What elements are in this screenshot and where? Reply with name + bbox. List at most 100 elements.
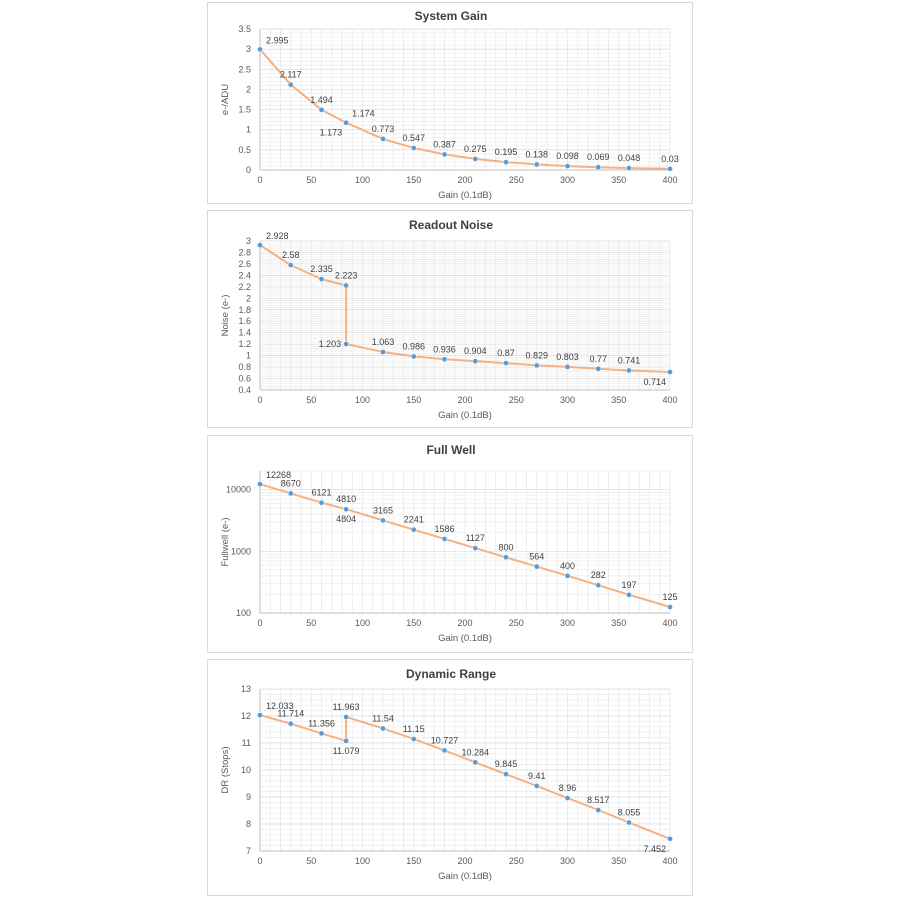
x-tick-label: 100 (355, 618, 370, 628)
y-tick-label: 1.8 (238, 305, 251, 315)
data-label: 800 (498, 542, 513, 552)
data-label: 0.03 (661, 154, 679, 164)
data-point (564, 364, 571, 370)
dynamic-range-title: Dynamic Range (406, 667, 496, 681)
y-tick-label: 11 (242, 738, 251, 748)
data-point (626, 367, 632, 374)
data-point (287, 262, 294, 268)
data-point (441, 151, 448, 158)
x-tick-label: 350 (611, 175, 626, 185)
chart-panel-dynamic-range: Dynamic Range 0 50 100 150 200 250 300 350 400 7 8 9… (207, 659, 693, 896)
chart-full-well: Full Well 0 50 100 150 200 250 300 350 400 100 1000… (220, 443, 678, 644)
data-label: 2.117 (280, 70, 302, 80)
data-point (533, 563, 540, 570)
data-label: 11.714 (277, 709, 304, 719)
data-label: 2.335 (310, 264, 333, 274)
readout-noise-grid (259, 240, 671, 391)
x-tick-label: 350 (611, 856, 626, 866)
data-point (343, 341, 349, 347)
data-point (380, 349, 386, 355)
data-label: 2.995 (266, 35, 289, 45)
x-tick-label: 200 (457, 175, 472, 185)
x-tick-label: 50 (306, 618, 316, 628)
x-tick-label: 300 (560, 856, 575, 866)
data-point (410, 145, 417, 151)
data-label: 0.387 (433, 139, 456, 149)
dynamic-range-y-axis-label: DR (Stops) (220, 747, 231, 794)
x-tick-label: 250 (509, 395, 524, 405)
y-tick-label: 0.6 (238, 374, 251, 384)
data-label: 0.138 (525, 149, 548, 159)
data-point (318, 499, 325, 506)
data-point (257, 712, 263, 718)
full-well-series-line (259, 483, 671, 608)
readout-noise-title: Readout Noise (409, 218, 493, 232)
data-label: 10.727 (431, 735, 459, 745)
data-point (343, 282, 349, 289)
data-point (503, 771, 509, 778)
data-point (533, 362, 540, 369)
x-tick-label: 300 (560, 618, 575, 628)
data-point (410, 526, 417, 533)
data-point (257, 481, 263, 487)
data-label: 2.58 (282, 250, 300, 260)
data-label: 2.928 (266, 231, 289, 241)
data-label: 11.963 (333, 702, 360, 712)
data-label: 1127 (466, 533, 485, 543)
data-point (441, 747, 448, 754)
chart-panel-full-well: Full Well 0 50 100 150 200 250 300 350 400 100 1000… (207, 435, 693, 653)
system-gain-y-axis-label: e-/ADU (220, 84, 231, 115)
full-well-y-axis-label: Fullwell (e-) (220, 517, 231, 566)
x-tick-label: 250 (509, 175, 524, 185)
y-tick-label: 0.4 (238, 385, 251, 395)
data-point (318, 276, 325, 282)
x-tick-label: 300 (560, 175, 575, 185)
data-label: 8.055 (618, 808, 641, 818)
data-point (472, 156, 479, 162)
x-tick-label: 250 (509, 618, 524, 628)
x-tick-label: 400 (662, 395, 677, 405)
data-label: 3165 (373, 505, 393, 515)
data-point (595, 807, 602, 813)
x-tick-label: 200 (457, 618, 472, 628)
data-point (503, 360, 509, 366)
y-tick-label: 100 (236, 608, 251, 618)
y-tick-label: 2.6 (238, 259, 251, 269)
data-label: 0.714 (643, 377, 666, 387)
x-tick-label: 100 (355, 395, 370, 405)
data-label: 11.079 (333, 746, 360, 756)
y-tick-label: 10000 (226, 485, 251, 495)
y-tick-label: 1000 (231, 546, 251, 556)
chart-readout-noise: Readout Noise 0 50 100 150 200 250 300 350 400 0.4… (220, 218, 678, 421)
data-label: 0.098 (556, 151, 579, 161)
data-label: 125 (662, 592, 677, 602)
x-tick-label: 50 (306, 395, 316, 405)
x-tick-label: 400 (662, 618, 677, 628)
data-label: 0.904 (464, 346, 487, 356)
data-point (667, 369, 673, 375)
x-tick-label: 0 (257, 618, 262, 628)
readout-noise-y-axis-label: Noise (e-) (220, 295, 231, 337)
data-label: 1.173 (320, 128, 343, 138)
readout-noise-x-axis-label: Gain (0.1dB) (438, 410, 492, 421)
y-tick-label: 10 (241, 765, 251, 775)
data-label: 4804 (336, 514, 356, 524)
y-tick-label: 1 (246, 351, 251, 361)
data-label: 8670 (281, 478, 301, 488)
data-label: 0.87 (497, 348, 515, 358)
x-tick-label: 350 (611, 395, 626, 405)
y-tick-label: 2.8 (238, 247, 251, 257)
x-tick-label: 100 (355, 856, 370, 866)
data-label: 12268 (266, 470, 291, 480)
dynamic-range-x-axis-label: Gain (0.1dB) (438, 871, 492, 882)
data-label: 8.96 (559, 783, 577, 793)
y-tick-label: 1.5 (238, 105, 251, 115)
data-label: 0.195 (495, 147, 518, 157)
data-point (564, 163, 571, 169)
data-label: 400 (560, 561, 575, 571)
y-tick-label: 9 (246, 792, 251, 802)
system-gain-grid (259, 28, 671, 171)
y-tick-label: 1 (246, 125, 251, 135)
data-point (287, 490, 294, 497)
data-label: 4810 (336, 494, 356, 504)
